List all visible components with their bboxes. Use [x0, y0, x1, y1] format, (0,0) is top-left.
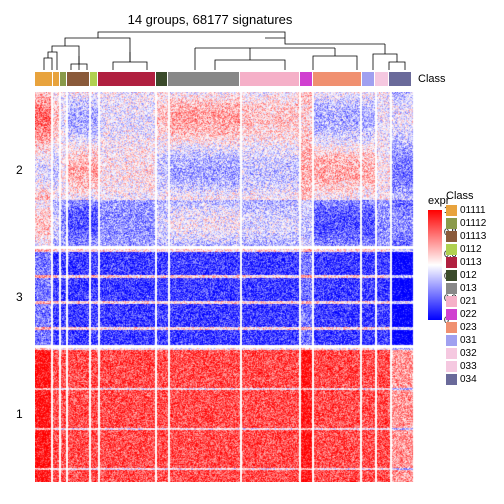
row-cluster-label: 2	[16, 163, 23, 177]
class-legend-label: 034	[460, 374, 477, 385]
row-cluster-label: 3	[16, 290, 23, 304]
class-legend-label: 033	[460, 361, 477, 372]
class-bar-segment	[35, 72, 52, 86]
class-legend-swatch	[446, 231, 457, 242]
class-legend-item: 0113	[446, 256, 502, 269]
class-legend-label: 013	[460, 283, 477, 294]
class-legend-label: 012	[460, 270, 477, 281]
class-legend-label: 01112	[460, 218, 486, 229]
row-cluster-label: 1	[16, 407, 23, 421]
class-bar-segment	[60, 72, 66, 86]
class-legend-item: 012	[446, 269, 502, 282]
class-bar-segment	[240, 72, 299, 86]
class-bar-segment	[375, 72, 388, 86]
class-legend-swatch	[446, 205, 457, 216]
class-legend-swatch	[446, 270, 457, 281]
class-legend-item: 034	[446, 373, 502, 386]
class-legend-item: 021	[446, 295, 502, 308]
class-legend-item: 01113	[446, 230, 502, 243]
class-legend-swatch	[446, 296, 457, 307]
class-legend-item: 033	[446, 360, 502, 373]
row-cluster-labels: 2 3 1	[16, 92, 30, 482]
class-legend-label: 021	[460, 296, 477, 307]
class-bar-segment	[313, 72, 361, 86]
class-bar-label: Class	[418, 72, 446, 86]
class-legend-label: 032	[460, 348, 477, 359]
class-legend-swatch	[446, 218, 457, 229]
class-bar-segment	[300, 72, 312, 86]
class-legend-label: 0113	[460, 257, 482, 268]
class-legend-swatch	[446, 322, 457, 333]
class-legend-item: 032	[446, 347, 502, 360]
class-legend-swatch	[446, 335, 457, 346]
class-legend-label: 01113	[460, 231, 486, 242]
class-legend-label: 022	[460, 309, 477, 320]
class-legend-item: 031	[446, 334, 502, 347]
class-legend-swatch	[446, 244, 457, 255]
expression-heatmap	[35, 92, 415, 482]
class-bar-segment	[90, 72, 97, 86]
class-bar-segment	[362, 72, 375, 86]
class-bar-segment	[168, 72, 240, 86]
class-bar-segment	[98, 72, 155, 86]
expr-colorbar	[428, 210, 442, 320]
class-legend-swatch	[446, 374, 457, 385]
class-bar-segment	[67, 72, 89, 86]
class-legend-item: 01112	[446, 217, 502, 230]
class-legend-item: 022	[446, 308, 502, 321]
class-legend-swatch	[446, 361, 457, 372]
class-legend: Class 01111 01112 01113 0112 0113 012 013 021 02…	[446, 190, 502, 386]
class-color-bar	[35, 72, 415, 86]
class-legend-swatch	[446, 257, 457, 268]
class-legend-item: 0112	[446, 243, 502, 256]
class-legend-label: 01111	[460, 205, 486, 216]
class-bar-segment	[53, 72, 60, 86]
class-bar-segment	[389, 72, 411, 86]
class-legend-item: 023	[446, 321, 502, 334]
class-legend-swatch	[446, 309, 457, 320]
class-legend-item: 013	[446, 282, 502, 295]
class-legend-item: 01111	[446, 204, 502, 217]
class-legend-label: 031	[460, 335, 477, 346]
class-legend-label: 023	[460, 322, 477, 333]
class-legend-swatch	[446, 348, 457, 359]
chart-title: 14 groups, 68177 signatures	[0, 12, 420, 27]
column-dendrogram	[35, 30, 415, 70]
class-legend-swatch	[446, 283, 457, 294]
class-bar-segment	[156, 72, 167, 86]
class-legend-label: 0112	[460, 244, 482, 255]
class-legend-title: Class	[446, 190, 502, 202]
